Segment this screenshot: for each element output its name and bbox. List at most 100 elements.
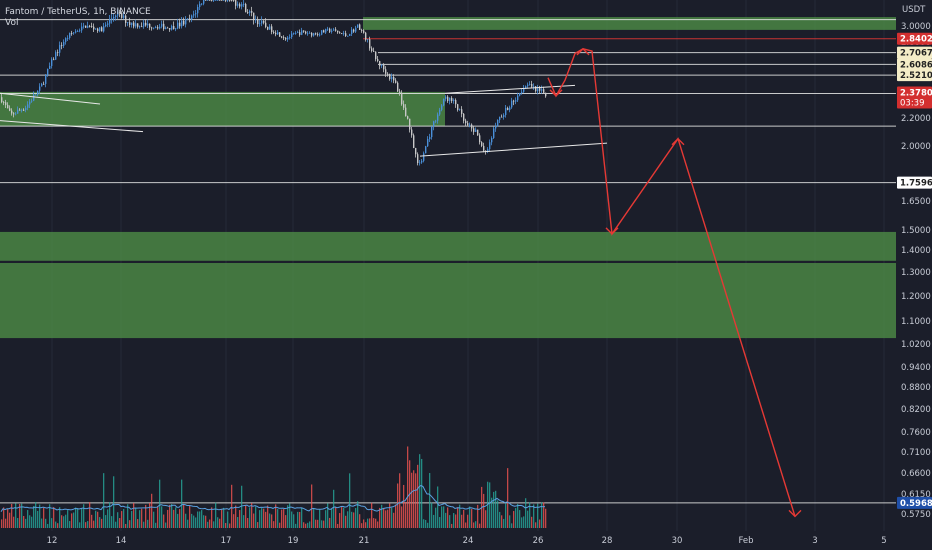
- candle-body: [353, 29, 355, 32]
- volume-bar: [151, 493, 153, 528]
- candle-body: [381, 64, 383, 66]
- time-tick-label: 19: [288, 536, 299, 546]
- candle-body: [257, 19, 259, 25]
- candle-body: [387, 73, 389, 75]
- volume-bar: [517, 503, 519, 528]
- volume-bar: [87, 521, 89, 528]
- candle-body: [443, 98, 445, 106]
- candle-body: [355, 27, 357, 32]
- volume-bar: [457, 507, 459, 528]
- candle-body: [17, 109, 19, 114]
- volume-bar: [113, 476, 115, 528]
- candle-body: [109, 19, 111, 24]
- volume-bar: [259, 510, 261, 528]
- candle-body: [325, 29, 327, 33]
- candle-body: [127, 22, 129, 24]
- candle-body: [399, 91, 401, 93]
- volume-bar: [321, 520, 323, 528]
- candle-body: [185, 19, 187, 25]
- price-tick-label: 0.7100: [901, 448, 931, 458]
- volume-bar: [495, 490, 497, 528]
- volume-bar: [181, 479, 183, 528]
- time-tick-label: 30: [672, 536, 683, 546]
- candle-body: [219, 0, 221, 1]
- candle-body: [145, 22, 147, 26]
- candle-body: [419, 162, 421, 164]
- candle-body: [427, 139, 429, 147]
- volume-bar: [63, 516, 65, 528]
- price-badge: [897, 176, 932, 189]
- demand-zone: [0, 263, 896, 339]
- candle-body: [7, 104, 9, 109]
- trend-line: [0, 120, 144, 133]
- candle-body: [509, 107, 511, 111]
- candle-body: [463, 113, 465, 121]
- volume-bar: [361, 523, 363, 528]
- candle-body: [103, 26, 105, 32]
- arrowhead-down: [605, 227, 619, 235]
- volume-bar: [45, 518, 47, 528]
- trend-lines: [0, 84, 608, 157]
- candle-body: [209, 0, 211, 1]
- candle-body: [265, 22, 267, 27]
- volume-bar: [153, 511, 155, 528]
- candle-body: [425, 146, 427, 154]
- candle-body: [403, 104, 405, 108]
- volume-bar: [279, 522, 281, 528]
- volume-bar: [163, 514, 165, 528]
- volume-bar: [255, 506, 257, 528]
- candle-body: [473, 128, 475, 132]
- candle-body: [449, 97, 451, 101]
- candle-body: [397, 82, 399, 92]
- volume-bar: [529, 502, 531, 528]
- volume-bar: [99, 517, 101, 528]
- volume-bar: [167, 509, 169, 528]
- volume-bar: [191, 513, 193, 528]
- volume-bar: [103, 473, 105, 528]
- volume-bar: [411, 472, 413, 528]
- candle-body: [287, 37, 289, 40]
- price-tick-label: 1.3000: [901, 268, 931, 278]
- candle-body: [169, 27, 171, 30]
- volume-bar: [159, 479, 161, 528]
- price-tick-label: 0.5750: [901, 510, 931, 520]
- candle-body: [487, 149, 489, 152]
- volume-bar: [217, 517, 219, 528]
- candle-body: [143, 22, 145, 27]
- volume-bar: [455, 514, 457, 528]
- price-badge-label: 1.7596: [900, 179, 932, 189]
- volume-bar: [509, 515, 511, 528]
- candle-body: [435, 120, 437, 122]
- volume-bar: [5, 518, 7, 528]
- volume-bar: [215, 502, 217, 528]
- volume-bar: [493, 491, 495, 528]
- volume-bar: [185, 513, 187, 528]
- candle-body: [363, 30, 365, 33]
- volume-bar: [325, 510, 327, 528]
- candle-body: [21, 109, 23, 111]
- candle-body: [11, 110, 13, 114]
- candle-body: [107, 23, 109, 25]
- candle-body: [33, 94, 35, 101]
- price-badge-label: 0.5968: [900, 499, 932, 509]
- volume-bar: [173, 509, 175, 528]
- volume-bar: [515, 508, 517, 528]
- candle-body: [171, 26, 173, 30]
- volume-bar: [223, 507, 225, 528]
- candle-body: [451, 97, 453, 102]
- candle-body: [39, 86, 41, 91]
- volume-bar: [161, 506, 163, 528]
- volume-bar: [343, 507, 345, 528]
- candle-body: [323, 30, 325, 33]
- volume-bar: [107, 509, 109, 528]
- volume-bar: [491, 497, 493, 528]
- time-tick-label: Feb: [738, 536, 753, 546]
- candle-body: [181, 20, 183, 27]
- volume-bar: [473, 522, 475, 528]
- volume-bar: [323, 520, 325, 528]
- candle-body: [225, 0, 227, 1]
- candle-body: [271, 26, 273, 32]
- volume-bar: [209, 519, 211, 528]
- candle-body: [439, 109, 441, 115]
